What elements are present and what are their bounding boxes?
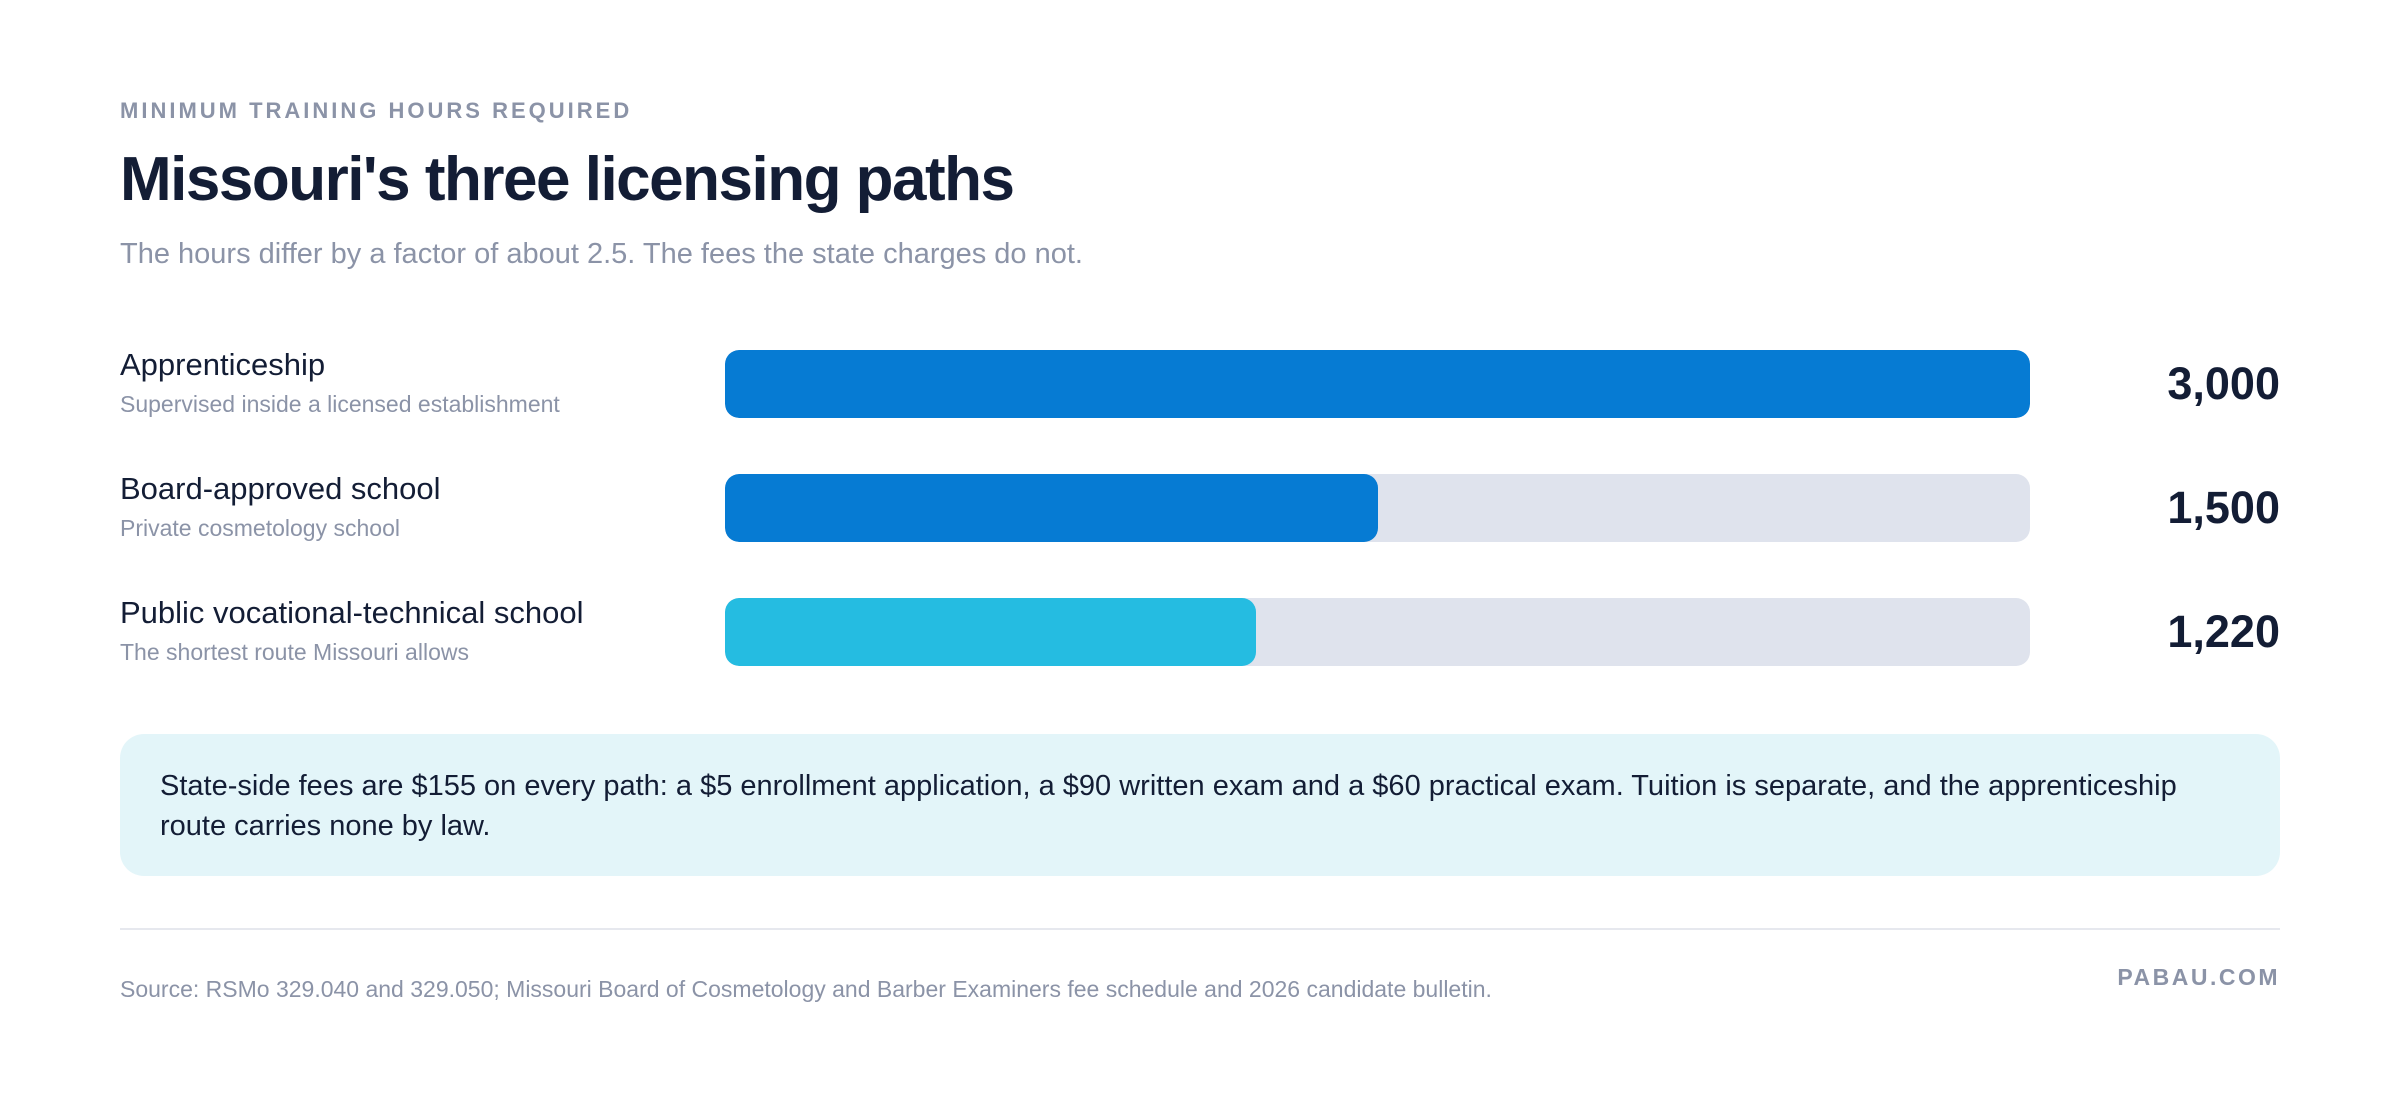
category-label: Board-approved school [120,471,441,506]
value-label: 1,500 [2167,482,2280,533]
bar-track [725,350,2030,418]
value-label: 3,000 [2167,358,2280,409]
category-description: Private cosmetology school [120,515,400,542]
category-label: Public vocational-technical school [120,595,584,630]
page-subtitle: The hours differ by a factor of about 2.… [120,238,1083,270]
bar-track [725,598,2030,666]
row-label: Board-approved school Private cosmetology… [120,470,700,542]
source-note: Source: RSMo 329.040 and 329.050; Missou… [120,976,1492,1002]
bar-chart: Apprenticeship Supervised inside a licens… [120,347,2280,722]
category-label: Apprenticeship [120,347,326,382]
bar [725,598,1256,666]
fees-note: State-side fees are $155 on every path: … [120,734,2280,876]
bar-track [725,474,2030,542]
row-label: Public vocational-technical school The sh… [120,594,700,666]
row-label: Apprenticeship Supervised inside a licens… [120,346,700,418]
chart-row: Public vocational-technical school The sh… [120,595,2280,666]
category-description: Supervised inside a licensed establishme… [120,391,560,418]
category-description: The shortest route Missouri allows [120,639,469,666]
chart-row: Board-approved school Private cosmetology… [120,471,2280,542]
bar [725,350,2030,418]
bar [725,474,1378,542]
chart-row: Apprenticeship Supervised inside a licens… [120,347,2280,418]
eyebrow-label: MINIMUM TRAINING HOURS REQUIRED [120,98,633,123]
page-title: Missouri's three licensing paths [120,145,1015,214]
brand-logo-text: PABAU.COM [2117,964,2280,990]
value-label: 1,220 [2167,606,2280,657]
footer-divider [120,928,2280,930]
